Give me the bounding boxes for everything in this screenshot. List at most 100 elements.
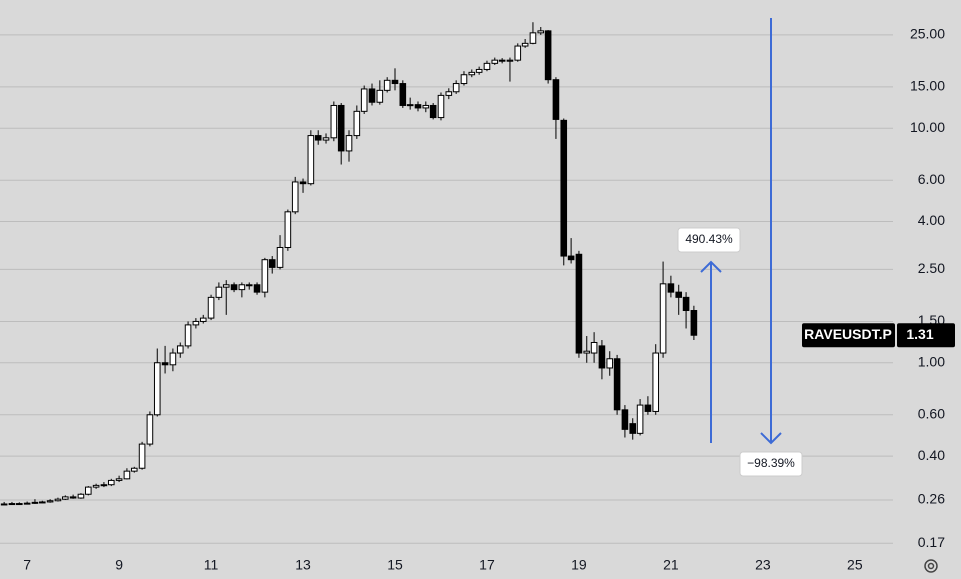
y-tick-label: 25.00 <box>910 26 945 42</box>
arrow-head <box>760 432 782 445</box>
grid: 25.0015.0010.006.004.002.501.501.000.600… <box>0 26 945 573</box>
candle-body <box>498 59 506 62</box>
candle-body <box>606 358 614 369</box>
candle-body <box>544 30 552 81</box>
candle-body <box>92 484 100 488</box>
candle-body <box>675 291 683 298</box>
candle-body <box>682 296 690 312</box>
y-tick-label: 0.40 <box>918 447 945 463</box>
y-tick-label: 0.26 <box>918 491 945 507</box>
candle-body <box>391 79 399 85</box>
candle-body <box>199 317 207 322</box>
candle-body <box>368 88 376 103</box>
candle-body <box>291 181 299 213</box>
arrow-head <box>700 260 722 273</box>
candle-body <box>376 89 384 103</box>
candle-body <box>192 320 200 326</box>
candle-body <box>299 181 307 185</box>
candle-body <box>613 358 621 411</box>
candle-body <box>598 345 606 369</box>
annotation-text: 490.43% <box>685 232 733 246</box>
candle-body <box>276 246 284 268</box>
annotation-box <box>677 227 741 253</box>
candle-body <box>268 259 276 268</box>
candle-body <box>8 503 16 506</box>
x-tick-label: 15 <box>387 557 403 573</box>
candle-body <box>345 135 353 152</box>
candle-body <box>491 59 499 64</box>
annotation-text: −98.39% <box>747 456 795 470</box>
candle-body <box>84 486 92 495</box>
candle-body <box>429 104 437 119</box>
candle-body <box>621 409 629 430</box>
candle-body <box>222 284 230 288</box>
candle-body <box>452 83 460 93</box>
candle-body <box>445 91 453 96</box>
x-tick-label: 19 <box>571 557 587 573</box>
candle-body <box>138 443 146 469</box>
candle-body <box>322 137 330 141</box>
candle-body <box>537 30 545 34</box>
y-tick-label: 6.00 <box>918 171 945 187</box>
candle-body <box>169 352 177 366</box>
candle-body <box>146 414 154 445</box>
x-tick-label: 21 <box>663 557 679 573</box>
candle-body <box>652 352 660 412</box>
candle-body <box>659 283 667 354</box>
candle-body <box>184 324 192 347</box>
candles <box>0 22 698 506</box>
x-tick-label: 25 <box>847 557 863 573</box>
candle-body <box>123 470 131 480</box>
candle-body <box>337 104 345 152</box>
candle-body <box>115 478 123 481</box>
x-tick-label: 7 <box>23 557 31 573</box>
x-tick-label: 17 <box>479 557 495 573</box>
candle-body <box>307 135 315 185</box>
candle-body <box>414 104 422 109</box>
x-tick-label: 23 <box>755 557 771 573</box>
candle-body <box>583 350 591 354</box>
symbol-label: RAVEUSDT.P <box>804 326 892 342</box>
symbol-box <box>802 323 895 348</box>
y-tick-label: 4.00 <box>918 212 945 228</box>
candle-body <box>567 255 575 261</box>
candle-body <box>514 45 522 61</box>
candle-body <box>100 484 108 487</box>
settings-icon[interactable] <box>924 559 938 573</box>
candle-body <box>575 253 583 354</box>
candle-body <box>245 284 253 287</box>
candle-body <box>437 94 445 119</box>
candle-body <box>69 496 77 499</box>
icon-center <box>927 562 935 570</box>
candle-body <box>406 104 414 107</box>
candle-body <box>230 284 238 291</box>
candle-body <box>39 501 46 504</box>
candle-body <box>644 404 652 412</box>
y-tick-label: 0.17 <box>918 534 945 550</box>
candle-body <box>207 296 215 319</box>
candle-body <box>284 211 292 248</box>
y-tick-label: 2.50 <box>918 260 945 276</box>
candle-body <box>0 503 8 506</box>
x-tick-label: 9 <box>115 557 123 573</box>
candle-body <box>399 83 407 106</box>
price-label: 1.31 <box>906 326 933 342</box>
price-box <box>897 323 955 348</box>
candle-body <box>475 68 483 73</box>
icon-ring <box>924 559 938 573</box>
candle-body <box>54 498 62 502</box>
y-tick-label: 0.60 <box>918 405 945 421</box>
y-tick-label: 10.00 <box>910 119 945 135</box>
candle-body <box>552 79 560 120</box>
candle-body <box>23 502 31 505</box>
candle-body <box>590 341 598 354</box>
candle-body <box>383 79 391 91</box>
annotation-box <box>739 451 803 477</box>
candle-body <box>61 496 69 500</box>
y-tick-label: 1.00 <box>918 353 945 369</box>
candle-body <box>360 88 368 112</box>
candle-body <box>330 104 338 139</box>
candle-body <box>153 362 161 416</box>
candle-body <box>468 71 476 76</box>
